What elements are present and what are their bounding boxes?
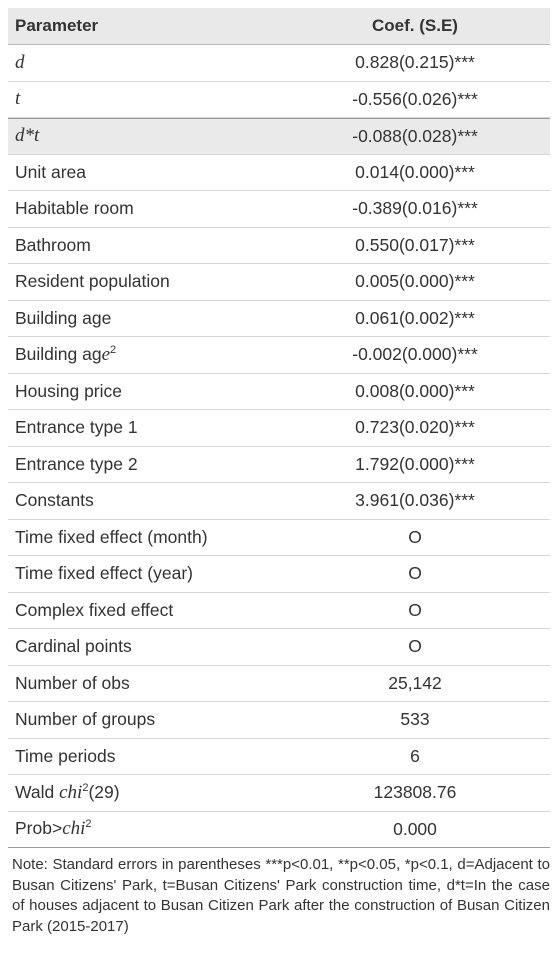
row: Building age 0.061(0.002)*** xyxy=(8,301,550,337)
label: Unit area xyxy=(15,161,87,182)
value: 6 xyxy=(410,745,420,766)
value: 0.000 xyxy=(393,818,437,839)
label: Wald chi2(29) xyxy=(8,782,280,804)
row: t -0.556(0.026)*** xyxy=(8,82,550,118)
label-math: chi xyxy=(59,781,83,803)
label: Prob>chi2 xyxy=(8,818,280,840)
label: Resident population xyxy=(15,271,170,292)
row: Habitable room -0.389(0.016)*** xyxy=(8,191,550,228)
value: 123808.76 xyxy=(373,782,457,803)
label-math: e xyxy=(101,343,111,365)
row: Unit area 0.014(0.000)*** xyxy=(8,155,550,191)
label: Time fixed effect (year) xyxy=(15,563,193,584)
label: Entrance type 2 xyxy=(15,453,138,474)
label: Bathroom xyxy=(15,234,91,255)
label-math: chi xyxy=(62,818,86,840)
value: 0.723(0.020)*** xyxy=(355,417,475,438)
row: Wald chi2(29) 123808.76 xyxy=(8,775,550,812)
label: d xyxy=(15,51,25,73)
label: Habitable room xyxy=(15,198,134,219)
label: Building age xyxy=(15,307,112,328)
value: -0.088(0.028)*** xyxy=(352,125,478,146)
value: 0.008(0.000)*** xyxy=(355,380,475,401)
value: O xyxy=(408,636,422,657)
row: Number of groups 533 xyxy=(8,702,550,739)
header-row: Parameter Coef. (S.E) xyxy=(8,8,550,45)
row: d 0.828(0.215)*** xyxy=(8,45,550,82)
label: Housing price xyxy=(15,380,122,401)
row: Resident population 0.005(0.000)*** xyxy=(8,264,550,301)
label: d*t xyxy=(15,125,40,147)
row: Cardinal points O xyxy=(8,629,550,666)
row: d*t -0.088(0.028)*** xyxy=(8,118,550,155)
note: Note: Standard errors in parentheses ***… xyxy=(12,856,550,935)
header-cell: Parameter xyxy=(15,16,99,35)
value: -0.002(0.000)*** xyxy=(352,344,478,365)
label: Number of groups xyxy=(15,709,156,730)
value: 533 xyxy=(400,709,430,730)
value: 25,142 xyxy=(388,672,442,693)
label-sup: 2 xyxy=(110,343,117,356)
label: t xyxy=(15,88,21,110)
label-text: Wald xyxy=(15,781,60,802)
label: Complex fixed effect xyxy=(15,599,174,620)
row: Entrance type 1 0.723(0.020)*** xyxy=(8,410,550,447)
label-sup: 2 xyxy=(85,818,92,831)
row: Housing price 0.008(0.000)*** xyxy=(8,374,550,410)
value: 3.961(0.036)*** xyxy=(355,490,475,511)
value: 0.828(0.215)*** xyxy=(355,52,475,73)
label-text: Prob> xyxy=(15,818,63,839)
row: Constants 3.961(0.036)*** xyxy=(8,483,550,520)
label: Time fixed effect (month) xyxy=(15,526,208,547)
label: Number of obs xyxy=(15,672,130,693)
value: -0.556(0.026)*** xyxy=(352,88,478,109)
value: -0.389(0.016)*** xyxy=(352,198,478,219)
row: Time fixed effect (month) O xyxy=(8,520,550,556)
label: Constants xyxy=(15,490,94,511)
value: O xyxy=(408,599,422,620)
row: Time fixed effect (year) O xyxy=(8,556,550,593)
label: Time periods xyxy=(15,745,116,766)
value: 0.005(0.000)*** xyxy=(355,271,475,292)
row: Time periods 6 xyxy=(8,739,550,775)
row: Number of obs 25,142 xyxy=(8,666,550,702)
value: O xyxy=(408,526,422,547)
label: Cardinal points xyxy=(15,636,132,657)
value: 1.792(0.000)*** xyxy=(355,453,475,474)
value: 0.014(0.000)*** xyxy=(355,161,475,182)
value: 0.061(0.002)*** xyxy=(355,307,475,328)
value: 0.550(0.017)*** xyxy=(355,234,475,255)
label: Entrance type 1 xyxy=(15,417,138,438)
header-cell: Coef. (S.E) xyxy=(372,16,458,35)
row: Complex fixed effect O xyxy=(8,593,550,629)
row: Entrance type 2 1.792(0.000)*** xyxy=(8,447,550,483)
row: Building age2 -0.002(0.000)*** xyxy=(8,337,550,374)
label-sup: 2 xyxy=(82,781,89,794)
value: O xyxy=(408,563,422,584)
label: Building age2 xyxy=(8,344,280,366)
row: Bathroom 0.550(0.017)*** xyxy=(8,228,550,264)
row: Prob>chi2 0.000 xyxy=(8,812,550,848)
label-text: Building ag xyxy=(15,343,102,364)
table: Parameter Coef. (S.E) d 0.828(0.215)*** t… xyxy=(8,8,550,848)
label-text: (29) xyxy=(88,781,120,802)
